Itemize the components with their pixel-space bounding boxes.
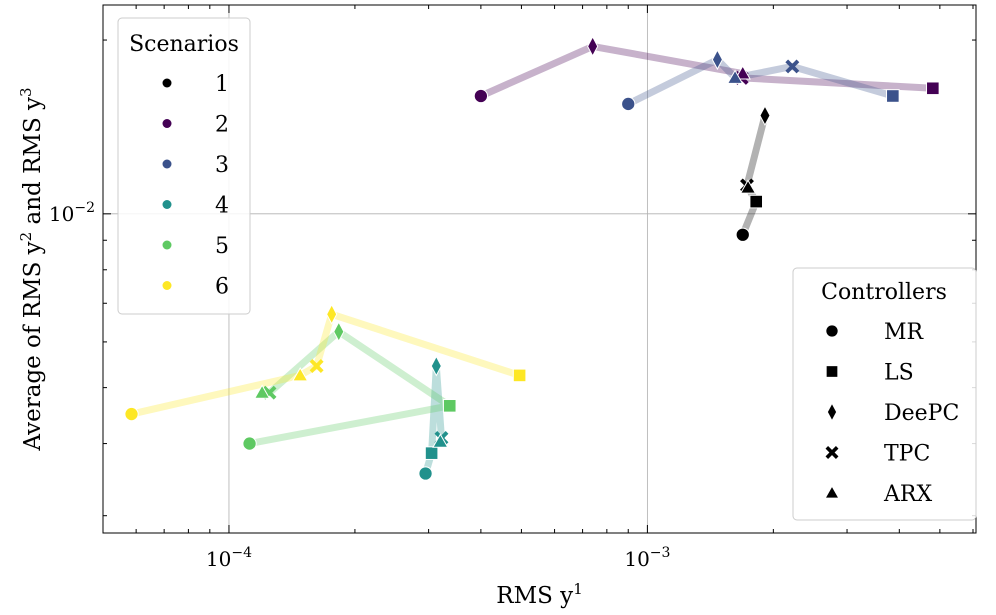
legend-scenario-3-marker xyxy=(162,159,172,169)
y-axis-label-sup2: 3 xyxy=(17,87,35,97)
series-5-line xyxy=(246,328,454,448)
marker-scenario-6-tpc xyxy=(309,359,324,373)
marker-scenario-4-arx xyxy=(432,433,449,448)
legend-controller-arx-label: ARX xyxy=(883,482,932,507)
marker-scenario-6-ls xyxy=(512,368,527,383)
legend-controllers-title: Controllers xyxy=(821,280,947,305)
legend-controller-mr-label: MR xyxy=(884,320,925,345)
legend-scenario-6-marker xyxy=(162,281,172,290)
marker-scenario-3-deepc xyxy=(711,49,724,71)
y-axis-label-part2: and RMS y xyxy=(20,97,46,232)
marker-scenario-2-ls xyxy=(926,81,940,96)
y-tick-label: 10−2 xyxy=(49,200,95,226)
series-1-line xyxy=(739,112,769,239)
legend-scenario-5-label: 5 xyxy=(215,234,229,259)
marker-scenario-6-mr xyxy=(124,406,139,422)
marker-scenario-3-tpc xyxy=(785,59,800,74)
legend-scenario-1-label: 1 xyxy=(215,72,229,97)
marker-scenario-5-arx xyxy=(253,384,271,399)
marker-scenario-1-deepc xyxy=(759,105,771,127)
y-axis-label-sup1: 2 xyxy=(17,232,35,242)
marker-scenario-4-ls xyxy=(424,446,439,460)
plot-frame xyxy=(102,4,977,534)
y-axis-label: Average of RMS y2 and RMS y3 xyxy=(17,87,46,451)
legend-scenario-4-marker xyxy=(162,200,172,209)
marker-scenario-2-mr xyxy=(473,88,489,104)
legend-scenario-2-label: 2 xyxy=(215,113,229,138)
marker-scenario-1-mr xyxy=(735,227,750,242)
x-tick-label: 10−3 xyxy=(624,545,670,571)
y-axis-label-part1: Average of RMS y xyxy=(20,241,46,451)
legend-controller-deepc-marker xyxy=(826,402,838,422)
marker-scenario-5-deepc xyxy=(333,321,345,343)
series-6-line xyxy=(128,310,524,418)
legend-scenario-2-marker xyxy=(162,119,172,128)
marker-scenario-4-deepc xyxy=(430,355,442,377)
legend-controller-arx-marker xyxy=(824,485,840,499)
legend-controller-ls-label: LS xyxy=(884,361,914,386)
marker-scenario-3-ls xyxy=(886,89,900,103)
x-axis-label-text: RMS y xyxy=(496,583,573,609)
legend-scenario-6-label: 6 xyxy=(215,275,229,300)
x-axis-label: RMS y1 xyxy=(496,580,582,609)
legend-controller-mr-marker xyxy=(825,324,839,338)
legend-scenarios: Scenarios 1 2 3 4 5 6 xyxy=(117,17,251,315)
legend-scenarios-title: Scenarios xyxy=(129,32,239,57)
legend-scenario-3-label: 3 xyxy=(215,153,229,178)
marker-scenario-6-deepc xyxy=(326,303,338,325)
legend-scenario-5-marker xyxy=(162,240,172,250)
legend-controllers: Controllers MR LS DeePC TPC ARX xyxy=(792,267,977,521)
marker-scenario-3-arx xyxy=(726,69,744,84)
marker-scenario-1-arx xyxy=(739,179,757,194)
legend-controller-ls-marker xyxy=(825,365,839,378)
x-axis-label-sup: 1 xyxy=(573,580,583,598)
legend-controller-tpc-label: TPC xyxy=(884,442,930,467)
legend-scenario-4-label: 4 xyxy=(215,194,229,219)
legend-controller-tpc-marker xyxy=(825,446,839,459)
x-tick-label: 10−4 xyxy=(206,545,252,571)
marker-scenario-1-ls xyxy=(749,194,764,209)
marker-scenario-3-mr xyxy=(621,96,636,112)
marker-scenario-6-arx xyxy=(291,367,309,382)
legend-scenario-1-marker xyxy=(162,78,172,88)
legend-controller-deepc-label: DeePC xyxy=(884,401,959,426)
series-markers xyxy=(124,35,940,481)
marker-scenario-4-mr xyxy=(418,466,433,481)
marker-scenario-2-deepc xyxy=(587,35,599,57)
marker-scenario-2-arx xyxy=(734,65,751,80)
marker-scenario-5-mr xyxy=(242,436,257,451)
marker-scenario-5-ls xyxy=(442,399,457,413)
